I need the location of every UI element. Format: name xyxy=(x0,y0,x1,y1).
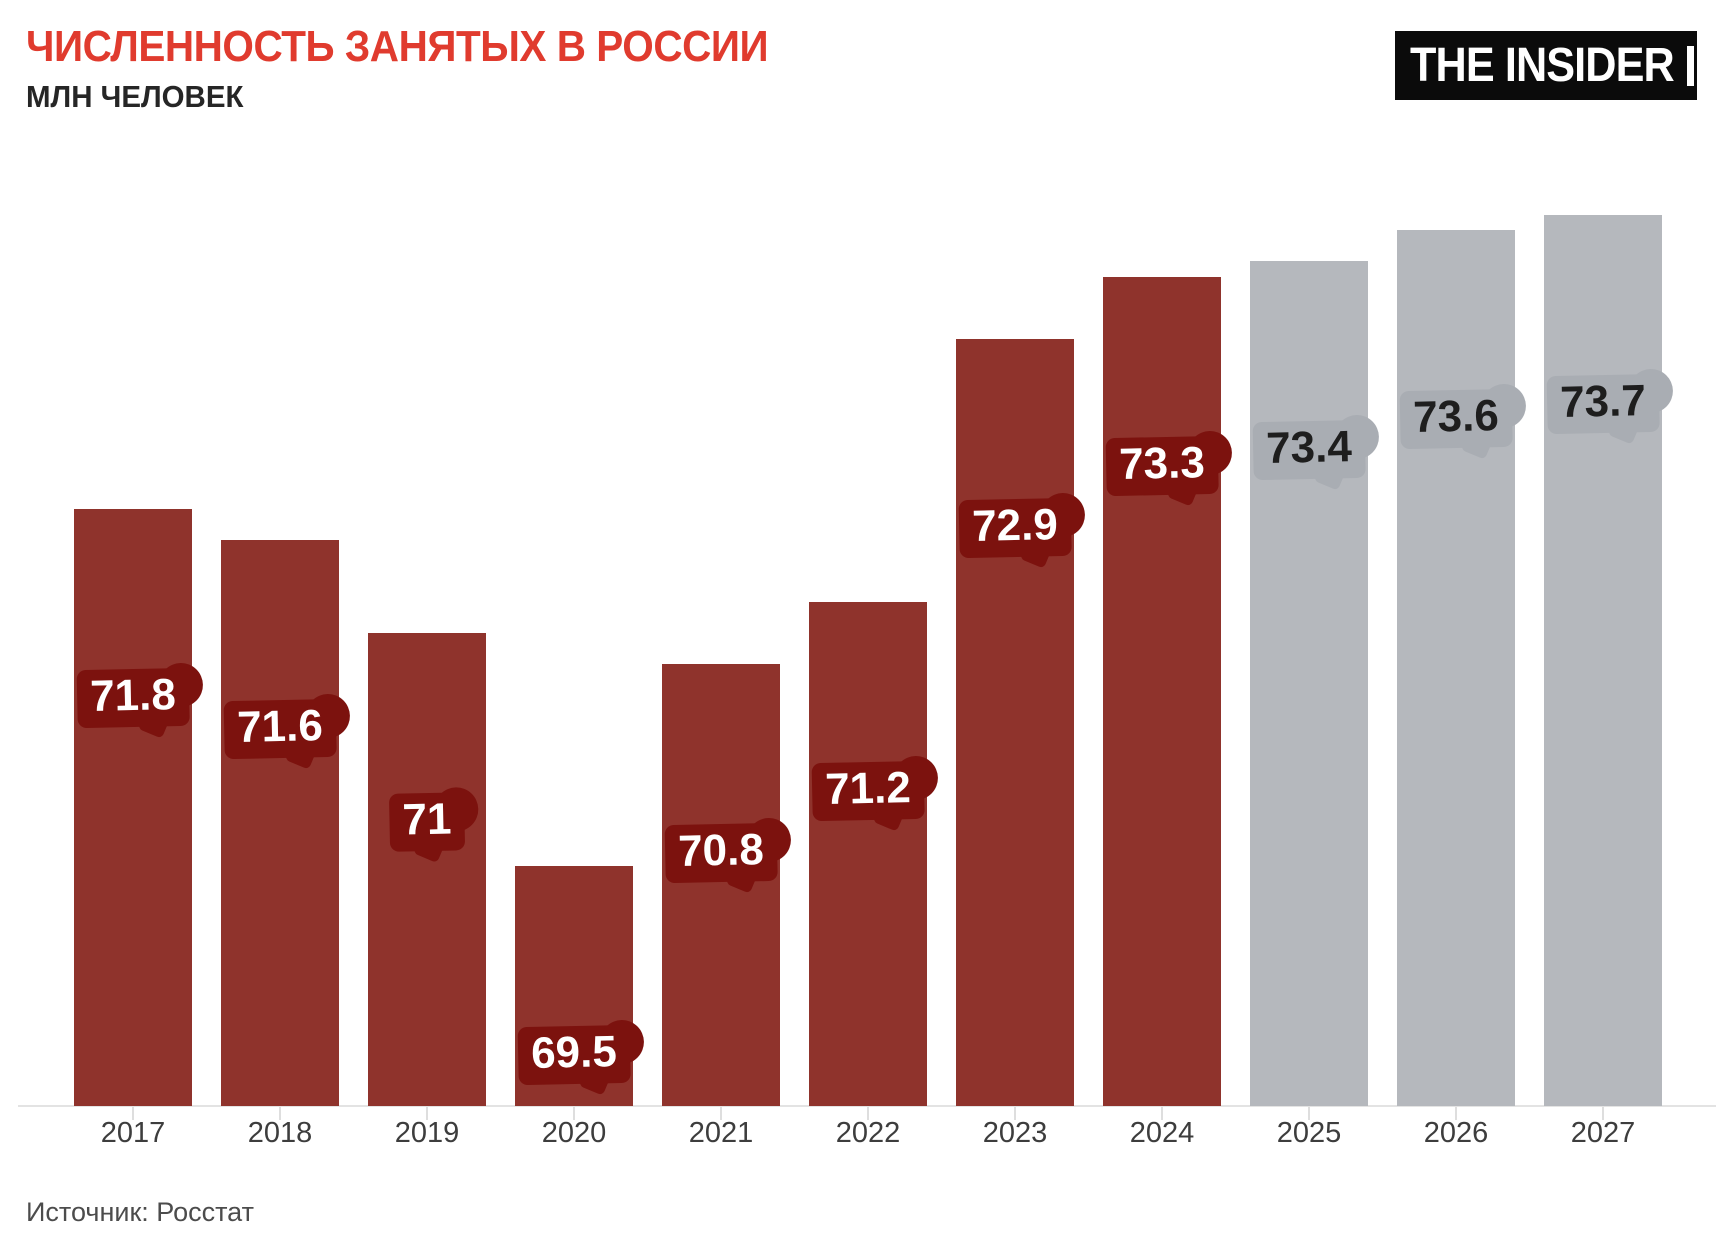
value-label-2023: 72.9 xyxy=(958,497,1072,559)
chart-unit-label: МЛН ЧЕЛОВЕК xyxy=(26,79,244,114)
x-axis-label-2017: 2017 xyxy=(100,1117,166,1149)
value-label-2021: 70.8 xyxy=(664,822,778,884)
x-axis-label-2027: 2027 xyxy=(1570,1117,1636,1149)
logo-text: THE INSIDER xyxy=(1410,39,1676,92)
x-axis-label-2021: 2021 xyxy=(688,1117,754,1149)
axis-tick-2017 xyxy=(132,1107,134,1120)
axis-tick-2023 xyxy=(1014,1107,1016,1120)
value-label-2025: 73.4 xyxy=(1252,419,1366,481)
bar-2023 xyxy=(956,339,1074,1106)
bar-2019 xyxy=(368,633,486,1106)
x-axis-label-2026: 2026 xyxy=(1423,1117,1489,1149)
axis-tick-2027 xyxy=(1602,1107,1604,1120)
x-axis-label-2018: 2018 xyxy=(247,1117,313,1149)
axis-tick-2026 xyxy=(1455,1107,1457,1120)
axis-tick-2025 xyxy=(1308,1107,1310,1120)
x-axis-label-2020: 2020 xyxy=(541,1117,607,1149)
value-label-2019: 71 xyxy=(388,792,466,852)
logo-cursor-bar xyxy=(1687,46,1694,86)
value-label-2022: 71.2 xyxy=(811,760,925,822)
bar-2018 xyxy=(221,540,339,1106)
value-label-2027: 73.7 xyxy=(1546,373,1660,435)
bar-2021 xyxy=(662,664,780,1106)
value-label-2020: 69.5 xyxy=(517,1024,631,1086)
value-label-2026: 73.6 xyxy=(1399,388,1513,450)
value-label-2018: 71.6 xyxy=(223,698,337,760)
bar-2027 xyxy=(1544,215,1662,1106)
x-axis-label-2023: 2023 xyxy=(982,1117,1048,1149)
x-axis-line xyxy=(18,1105,1716,1107)
axis-tick-2018 xyxy=(279,1107,281,1120)
bar-2025 xyxy=(1250,261,1368,1106)
the-insider-logo: THE INSIDER xyxy=(1395,31,1697,100)
source-credit: Источник: Росстат xyxy=(26,1197,254,1227)
bar-2022 xyxy=(809,602,927,1106)
x-axis-label-2019: 2019 xyxy=(394,1117,460,1149)
axis-tick-2020 xyxy=(573,1107,575,1120)
bar-2017 xyxy=(74,509,192,1106)
x-axis-label-2025: 2025 xyxy=(1276,1117,1342,1149)
value-label-2017: 71.8 xyxy=(76,667,190,729)
axis-tick-2022 xyxy=(867,1107,869,1120)
chart-title: ЧИСЛЕННОСТЬ ЗАНЯТЫХ В РОССИИ xyxy=(26,22,769,71)
value-label-2024: 73.3 xyxy=(1105,435,1219,497)
axis-tick-2024 xyxy=(1161,1107,1163,1120)
bar-2024 xyxy=(1103,277,1221,1106)
bar-2026 xyxy=(1397,230,1515,1106)
axis-tick-2019 xyxy=(426,1107,428,1120)
axis-tick-2021 xyxy=(720,1107,722,1120)
x-axis-label-2022: 2022 xyxy=(835,1117,901,1149)
x-axis-label-2024: 2024 xyxy=(1129,1117,1195,1149)
